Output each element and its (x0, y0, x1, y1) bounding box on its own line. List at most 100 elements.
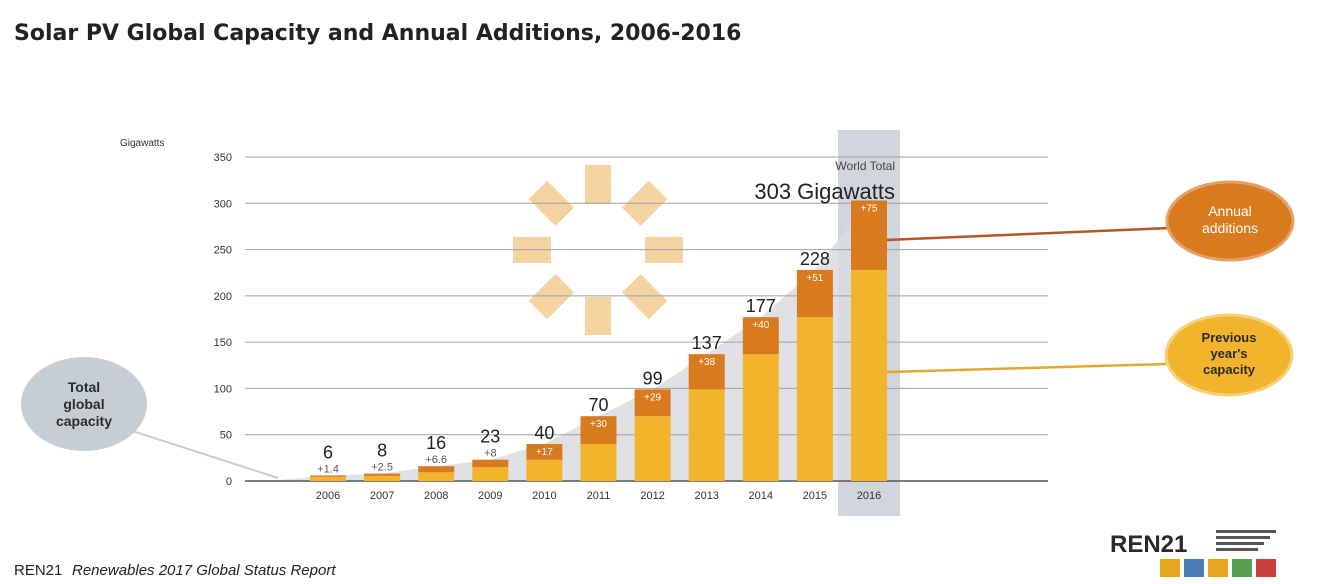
logo-tagline-line (1216, 530, 1276, 533)
bars (310, 200, 887, 481)
y-tick-label: 150 (214, 337, 232, 349)
previous-capacity-bubble (1164, 313, 1294, 397)
addition-label: +40 (752, 320, 769, 331)
bar-annual-addition (364, 473, 401, 476)
bar-annual-addition (526, 443, 563, 460)
total-label: 8 (377, 441, 387, 461)
y-tick-label: 100 (214, 383, 232, 395)
bar-annual-addition (472, 459, 509, 468)
total-label: 40 (534, 423, 554, 443)
chart-title: Solar PV Global Capacity and Annual Addi… (14, 21, 741, 46)
world-total-label: World Total (835, 159, 895, 173)
total-label: 99 (643, 368, 663, 388)
logo-tagline-line (1216, 542, 1264, 545)
x-tick-label: 2013 (694, 490, 718, 502)
logo-tagline-lines (1216, 530, 1276, 551)
addition-label: +17 (536, 447, 553, 458)
total-label: 177 (746, 296, 776, 316)
bar-previous-capacity (742, 354, 779, 481)
sun-ray (585, 165, 611, 203)
total-label: 23 (480, 427, 500, 447)
bar-annual-addition (742, 317, 779, 355)
bar-annual-addition (851, 200, 887, 270)
bar-annual-addition (688, 354, 725, 390)
bar-annual-addition (634, 389, 671, 417)
bar-annual-addition (418, 466, 455, 473)
annual-additions-label-line1: Annual (1208, 203, 1252, 219)
y-axis-label: Gigawatts (120, 138, 164, 149)
x-axis-tick-labels: 2006 2007 2008 2009 2010 2011 2012 2013 2014 2015… (316, 490, 881, 502)
logo-icon-box (1160, 559, 1180, 577)
previous-capacity-leader (886, 362, 1169, 374)
addition-label: +75 (861, 204, 878, 215)
x-tick-label: 2016 (857, 490, 881, 502)
annual-additions-leader (886, 226, 1171, 242)
addition-label: +8 (484, 448, 497, 460)
bar-annual-addition (310, 475, 346, 477)
previous-capacity-label-line3: capacity (1203, 362, 1256, 377)
x-tick-label: 2007 (370, 490, 394, 502)
logo-icon-box (1232, 559, 1252, 577)
bar-previous-capacity (364, 475, 401, 481)
x-tick-label: 2010 (532, 490, 556, 502)
previous-capacity-label-line2: year's (1210, 346, 1247, 361)
total-label: 70 (588, 395, 608, 415)
x-tick-label: 2006 (316, 490, 340, 502)
ren21-logo: REN21 (1110, 530, 1276, 577)
bar-previous-capacity (796, 317, 833, 481)
logo-tagline-line (1216, 548, 1258, 551)
logo-icon-box (1184, 559, 1204, 577)
bar-previous-capacity (688, 389, 725, 481)
annual-additions-label-line2: additions (1202, 220, 1258, 236)
total-labels: 6 8 16 23 40 70 99 137 177 228 (323, 249, 830, 463)
addition-label: +51 (806, 273, 823, 284)
sun-ray (528, 274, 574, 320)
addition-labels: +1.4 +2.5 +6.6 +8 +17 +30 +29 +38 +40 +51 +75 (317, 204, 878, 476)
ren21-logo-text: REN21 (1110, 531, 1187, 558)
addition-label: +2.5 (371, 462, 393, 474)
addition-label: +6.6 (425, 454, 447, 466)
total-label: 228 (800, 249, 830, 269)
bar-previous-capacity (472, 467, 509, 481)
bar-previous-capacity (310, 476, 346, 481)
logo-icon-row (1160, 559, 1276, 577)
logo-icon-box (1208, 559, 1228, 577)
logo-tagline-line (1216, 536, 1270, 539)
sun-ray (622, 274, 668, 320)
y-tick-label: 350 (214, 152, 232, 164)
bar-annual-addition (796, 269, 833, 318)
addition-label: +38 (698, 357, 715, 368)
x-tick-label: 2015 (803, 490, 827, 502)
bar-previous-capacity (418, 472, 455, 481)
y-tick-label: 50 (220, 430, 232, 442)
y-tick-label: 300 (214, 198, 232, 210)
source-report: Renewables 2017 Global Status Report (72, 562, 336, 579)
annual-additions-bubble (1165, 180, 1295, 262)
total-capacity-label-line1: Total (68, 379, 100, 395)
y-tick-label: 250 (214, 245, 232, 257)
y-tick-label: 200 (214, 291, 232, 303)
addition-label: +1.4 (317, 463, 339, 475)
x-tick-label: 2012 (640, 490, 664, 502)
source-org: REN21 (14, 562, 62, 579)
total-label: 16 (426, 433, 446, 453)
x-tick-label: 2008 (424, 490, 448, 502)
sun-ray (585, 297, 611, 335)
total-label: 137 (692, 333, 722, 353)
total-label: 6 (323, 442, 333, 462)
total-capacity-label-line3: capacity (56, 413, 112, 429)
logo-icon-box (1256, 559, 1276, 577)
x-tick-label: 2009 (478, 490, 502, 502)
addition-label: +30 (590, 419, 607, 430)
world-total-value: 303 Gigawatts (754, 179, 895, 204)
x-tick-label: 2011 (587, 490, 611, 502)
x-tick-label: 2014 (749, 490, 773, 502)
previous-capacity-label-line1: Previous (1202, 330, 1257, 345)
total-capacity-area (268, 200, 869, 481)
total-capacity-bubble (21, 357, 147, 451)
bar-previous-capacity (526, 459, 563, 481)
total-capacity-leader (119, 426, 279, 479)
bar-previous-capacity (634, 416, 671, 481)
bar-previous-capacity (580, 443, 617, 481)
